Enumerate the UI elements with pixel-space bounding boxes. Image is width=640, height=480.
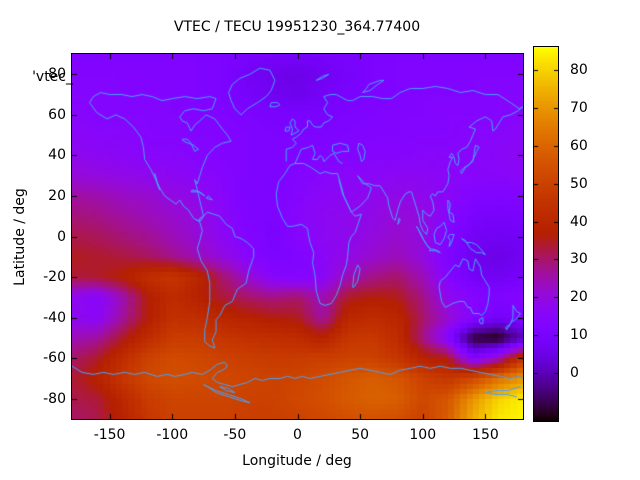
colorbar-tick-label: 50: [570, 175, 588, 192]
x-tick-label: -150: [93, 427, 126, 443]
y-tick-label: -80: [43, 390, 66, 407]
colorbar-tick-label: 10: [570, 327, 588, 344]
x-tick-label: -100: [156, 427, 189, 443]
x-tick-label: 100: [409, 427, 437, 443]
colorbar-tick-label: 20: [570, 289, 588, 306]
colorbar-tick-label: 70: [570, 99, 588, 116]
y-tick-label: 60: [48, 106, 66, 123]
x-tick-label: 50: [351, 427, 370, 443]
y-tick-label: 80: [48, 66, 66, 83]
colorbar-canvas: [533, 46, 559, 422]
x-axis-label: Longitude / deg: [242, 453, 352, 469]
colorbar-tick-label: 60: [570, 137, 588, 154]
colorbar-tick-label: 0: [570, 364, 579, 381]
y-tick-label: -40: [43, 309, 66, 326]
colorbar-tick-label: 30: [570, 251, 588, 268]
y-axis-label: Latitude / deg: [12, 188, 28, 286]
x-tick-label: 0: [293, 427, 302, 443]
y-tick-label: 20: [48, 187, 66, 204]
world-vtec-heatmap-canvas: [71, 53, 524, 420]
y-tick-label: 0: [57, 228, 66, 245]
x-tick-label: -50: [223, 427, 247, 443]
x-tick-label: 150: [472, 427, 499, 443]
colorbar-tick-label: 40: [570, 213, 588, 230]
y-tick-label: -20: [43, 269, 66, 286]
key-label: 'vtec_: [32, 69, 73, 85]
y-tick-label: 40: [48, 147, 66, 164]
colorbar-tick-label: 80: [570, 62, 588, 79]
plot-title: VTEC / TECU 19951230_364.77400: [173, 19, 421, 35]
y-tick-label: -60: [43, 350, 66, 367]
